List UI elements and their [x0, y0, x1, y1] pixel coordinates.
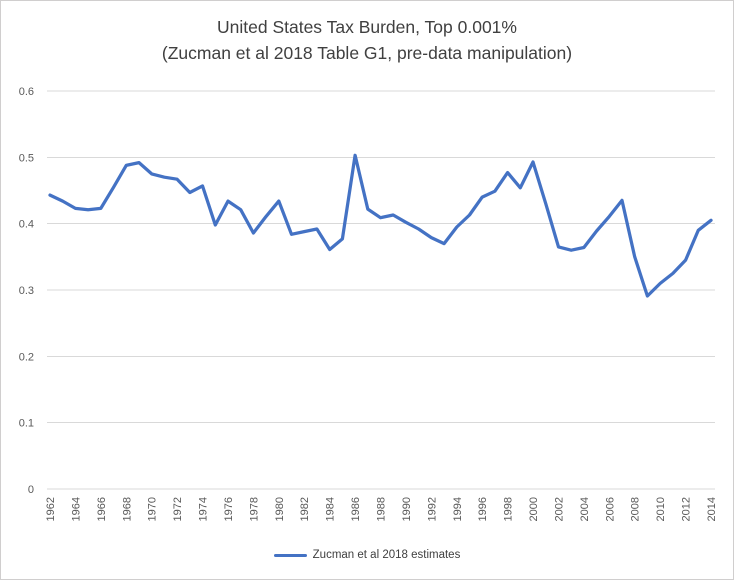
- y-axis-tick-label: 0.1: [19, 418, 34, 430]
- x-axis-tick-label: 1970: [147, 497, 159, 521]
- legend-label: Zucman et al 2018 estimates: [312, 549, 461, 561]
- x-axis-tick-label: 2012: [681, 497, 693, 521]
- x-axis-tick-label: 2002: [553, 497, 565, 521]
- y-axis-tick-label: 0: [28, 484, 34, 496]
- x-axis-tick-label: 1980: [274, 497, 286, 521]
- x-axis-tick-label: 2000: [528, 497, 540, 521]
- x-axis-tick-label: 2008: [630, 497, 642, 521]
- x-axis-tick-label: 1988: [376, 497, 388, 521]
- chart-title-block: United States Tax Burden, Top 0.001% (Zu…: [1, 14, 733, 66]
- x-axis-tick-label: 1962: [45, 497, 57, 521]
- x-axis-tick-label: 1994: [452, 497, 464, 521]
- x-axis-tick-label: 1974: [198, 497, 210, 521]
- x-axis-tick-label: 1990: [401, 497, 413, 521]
- data-series-line: [48, 153, 713, 298]
- legend-line-swatch: [273, 553, 307, 557]
- x-axis-tick-label: 1996: [477, 497, 489, 521]
- legend: Zucman et al 2018 estimates: [1, 549, 733, 561]
- x-axis-tick-label: 1968: [121, 497, 133, 521]
- x-axis-tick-label: 2006: [604, 497, 616, 521]
- x-axis-tick-label: 2010: [655, 497, 667, 521]
- x-axis-tick-label: 1982: [299, 497, 311, 521]
- y-axis-tick-label: 0.6: [19, 86, 34, 98]
- y-axis-tick-label: 0.3: [19, 285, 34, 297]
- x-axis-tick-label: 2004: [579, 497, 591, 521]
- y-axis-tick-label: 0.2: [19, 351, 34, 363]
- x-axis-tick-label: 1992: [426, 497, 438, 521]
- x-axis-tick-label: 1998: [503, 497, 515, 521]
- chart-subtitle: (Zucman et al 2018 Table G1, pre-data ma…: [161, 43, 573, 63]
- x-axis-tick-label: 1986: [350, 497, 362, 521]
- x-axis-tick-label: 1984: [325, 497, 337, 521]
- y-axis-tick-label: 0.5: [19, 152, 34, 164]
- x-axis-tick-label: 1964: [70, 497, 82, 521]
- x-axis-tick-label: 2014: [706, 497, 718, 521]
- x-axis-tick-label: 1972: [172, 497, 184, 521]
- chart-title: United States Tax Burden, Top 0.001%: [217, 17, 517, 37]
- x-axis-tick-label: 1966: [96, 497, 108, 521]
- x-axis-tick-label: 1978: [248, 497, 260, 521]
- x-axis-tick-label: 1976: [223, 497, 235, 521]
- y-axis-tick-label: 0.4: [19, 219, 34, 231]
